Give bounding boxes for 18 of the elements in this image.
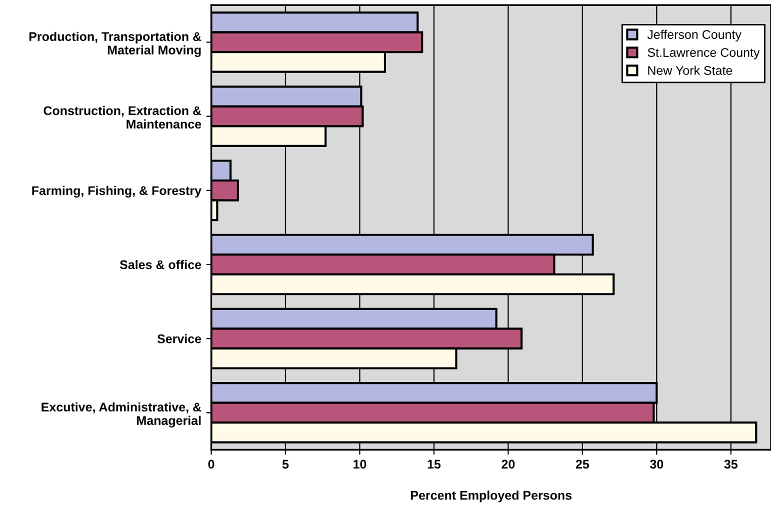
legend-label: St.Lawrence County (648, 48, 760, 60)
x-tick-label: 15 (428, 460, 441, 469)
x-tick-label: 10 (354, 460, 366, 469)
x-tick-label: 0 (208, 460, 214, 469)
legend-label: New York State (648, 66, 732, 75)
x-axis-title: Percent Employed Persons (411, 490, 572, 502)
legend-label: Jefferson County (647, 30, 742, 42)
y-tick-label: Production, Transportation & Material Moving (29, 32, 202, 58)
y-tick-label: Sales & office (120, 260, 202, 270)
y-tick-label: Service (157, 334, 202, 344)
y-tick-label: Construction, Extraction & Maintenance (44, 106, 202, 129)
x-tick-label: 30 (650, 460, 664, 469)
x-tick-label: 35 (724, 460, 738, 469)
x-tick-label: 20 (502, 460, 515, 469)
y-tick-label: Farming, Fishing, & Forestry (32, 186, 202, 198)
x-tick-label: 25 (576, 460, 590, 469)
y-tick-label: Excutive, Administrative, & Managerial (42, 402, 202, 428)
x-tick-label: 5 (282, 460, 289, 469)
